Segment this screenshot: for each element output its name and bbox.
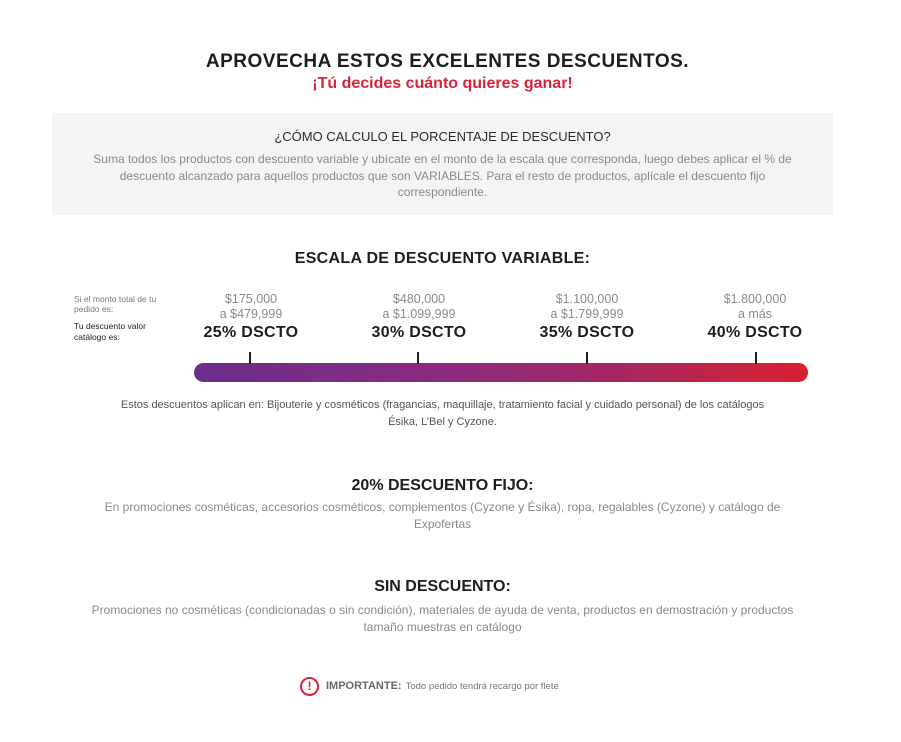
tier-2-tick [417, 352, 419, 364]
discount-gradient-bar [194, 363, 808, 382]
important-note: ! IMPORTANTE: Todo pedido tendrá recargo… [300, 676, 559, 696]
calculation-info-box: ¿CÓMO CALCULO EL PORCENTAJE DE DESCUENTO… [52, 113, 833, 215]
tier-discount: 25% DSCTO [203, 324, 299, 341]
tier-discount: 30% DSCTO [371, 324, 467, 341]
important-label: IMPORTANTE: [326, 680, 402, 692]
no-discount-text: Promociones no cosméticas (condicionadas… [91, 603, 794, 634]
discount-label: Tu descuento valor catálogo es: [74, 321, 146, 342]
tier-to: a $479,999 [219, 307, 283, 321]
tier-to: a más [737, 307, 773, 321]
tier-to: a $1.099,999 [382, 307, 456, 321]
tier-4-tick [755, 352, 757, 364]
fixed-discount-title: 20% DESCUENTO FIJO: [351, 477, 534, 494]
important-text: Todo pedido tendrá recargo por flete [405, 680, 559, 692]
fixed-discount-text: En promociones cosméticas, accesorios co… [104, 500, 781, 531]
tier-3-tick [586, 352, 588, 364]
calculation-text: Suma todos los productos con descuento v… [93, 152, 792, 199]
no-discount-title: SIN DESCUENTO: [374, 578, 511, 595]
tier-4: $1.800,000 a más 40% DSCTO [680, 292, 830, 342]
scale-applies-note: Estos descuentos aplican en: Bijouterie … [120, 399, 765, 428]
page-title: APROVECHA ESTOS EXCELENTES DESCUENTOS. [205, 51, 690, 72]
exclamation-circle-icon: ! [300, 676, 319, 696]
tier-from: $175,000 [224, 292, 278, 306]
tier-to: a $1.799,999 [550, 307, 624, 321]
amount-label: Si el monto total de tu pedido es: [74, 294, 157, 314]
tier-discount: 35% DSCTO [539, 324, 635, 341]
tier-from: $1.100,000 [555, 292, 619, 306]
variable-scale-title: ESCALA DE DESCUENTO VARIABLE: [294, 250, 591, 267]
tier-discount: 40% DSCTO [707, 324, 803, 341]
tier-from: $480,000 [392, 292, 446, 306]
tier-3: $1.100,000 a $1.799,999 35% DSCTO [512, 292, 662, 342]
page-subtitle: ¡Tú decides cuánto quieres ganar! [312, 75, 573, 92]
calculation-heading: ¿CÓMO CALCULO EL PORCENTAJE DE DESCUENTO… [274, 129, 611, 144]
tier-2: $480,000 a $1.099,999 30% DSCTO [344, 292, 494, 342]
tier-from: $1.800,000 [723, 292, 787, 306]
tier-1-tick [249, 352, 251, 364]
tier-1: $175,000 a $479,999 25% DSCTO [176, 292, 326, 342]
